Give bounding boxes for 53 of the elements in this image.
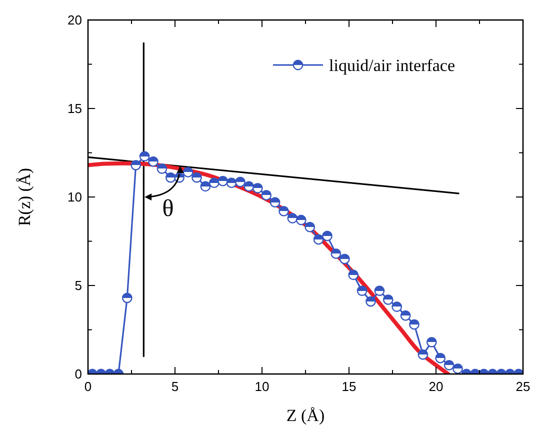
point: [192, 172, 202, 183]
point: [226, 178, 237, 188]
x-tick-label: 25: [516, 379, 530, 394]
point: [130, 160, 142, 170]
point: [235, 176, 246, 188]
y-tick-label: 15: [68, 101, 82, 116]
y-tick-label: 20: [68, 12, 82, 28]
point: [418, 349, 428, 360]
point: [182, 167, 194, 178]
point: [452, 363, 463, 374]
x-tick-label: 5: [171, 379, 179, 394]
x-tick-label: 20: [428, 379, 444, 394]
point: [261, 190, 272, 200]
point: [200, 181, 211, 192]
point: [148, 156, 158, 167]
x-axis-title: Z (Å): [286, 406, 325, 425]
point: [252, 182, 263, 194]
point: [208, 178, 220, 188]
annotation: θ: [162, 196, 174, 222]
x-tick-label: 15: [342, 379, 356, 394]
point: [122, 292, 132, 304]
point: [165, 172, 176, 183]
point: [322, 230, 332, 242]
point: [296, 214, 306, 226]
point: [313, 234, 324, 245]
point: [139, 151, 150, 162]
point: [392, 302, 402, 312]
point: [287, 213, 298, 224]
point: [400, 310, 411, 321]
point: [218, 176, 228, 186]
point: [330, 248, 342, 259]
point: [304, 222, 316, 232]
point: [278, 206, 289, 216]
y-tick-label: 10: [68, 190, 82, 204]
point: [356, 286, 368, 296]
point: [156, 163, 168, 174]
point: [270, 197, 280, 208]
point: [244, 181, 254, 192]
y-tick-label: 5: [74, 278, 82, 293]
x-tick-label: 10: [254, 379, 270, 394]
point: [339, 254, 350, 264]
point: [374, 286, 385, 296]
point: [435, 352, 446, 364]
point: [409, 319, 420, 330]
point: [426, 336, 437, 348]
point: [366, 296, 376, 307]
y-axis-title: R(z) (Å): [15, 168, 34, 226]
y-tick-label: 0: [74, 366, 82, 382]
point: [444, 360, 454, 370]
x-tick-label: 0: [84, 379, 92, 394]
point: [382, 294, 394, 305]
legend-label: liquid/air interface: [329, 56, 456, 75]
point: [348, 270, 359, 280]
